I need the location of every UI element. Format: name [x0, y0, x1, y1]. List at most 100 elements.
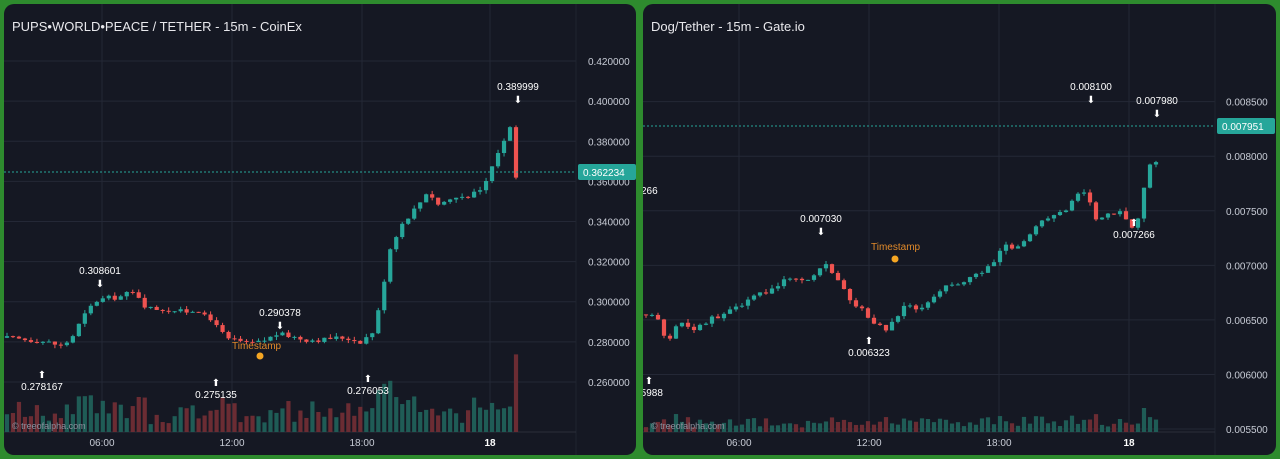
volume-bar: [226, 403, 231, 432]
candle-body: [973, 273, 979, 278]
candle-body: [316, 340, 321, 342]
candle-body: [501, 140, 507, 154]
volume-bar: [733, 425, 739, 432]
candle-body: [829, 264, 835, 273]
candle-body: [841, 280, 847, 290]
candle-body: [10, 336, 16, 338]
candle-body: [1057, 212, 1063, 216]
candle-body: [346, 338, 351, 341]
candle-body: [334, 336, 339, 339]
candle-body: [178, 309, 183, 312]
x-tick-label: 18: [484, 438, 496, 449]
volume-bar: [166, 423, 171, 432]
candle-body: [52, 341, 57, 345]
candle-body: [58, 344, 63, 346]
candle-body: [352, 340, 357, 342]
volume-bar: [1069, 415, 1075, 432]
volume-bar: [709, 421, 715, 432]
candle-body: [877, 323, 883, 325]
current-price-label: 0.007951: [1222, 122, 1264, 133]
timestamp-marker: [891, 255, 899, 263]
volume-bar: [841, 419, 847, 432]
volume-bar: [130, 406, 135, 432]
volume-bar: [805, 420, 811, 432]
candle-body: [745, 299, 751, 306]
candle-body: [703, 323, 709, 325]
volume-bar: [118, 404, 123, 432]
candle-body: [1093, 202, 1099, 220]
price-annotation: 0.007980: [1136, 96, 1178, 107]
candle-body: [691, 326, 697, 331]
volume-bar: [859, 424, 865, 432]
volume-bar: [244, 416, 249, 432]
volume-bar: [853, 424, 859, 432]
candle-body: [967, 277, 973, 283]
candle-body: [727, 309, 733, 314]
volume-bar: [925, 419, 931, 432]
candle-body: [406, 218, 411, 224]
candle-body: [1147, 164, 1153, 188]
volume-bar: [769, 425, 775, 432]
candle-body: [955, 284, 961, 286]
watermark-pups: © treeofalpha.com: [12, 421, 86, 431]
volume-bar: [250, 415, 255, 432]
volume-bar: [679, 421, 685, 432]
volume-bar: [655, 421, 661, 432]
y-tick-label: 0.007000: [1226, 261, 1268, 272]
volume-bar: [967, 422, 973, 432]
volume-bar: [1051, 421, 1057, 432]
candle-body: [136, 292, 141, 298]
candle-body: [370, 333, 375, 338]
volume-bar: [1123, 422, 1129, 432]
volume-bar: [1063, 420, 1069, 432]
candle-body: [154, 306, 159, 310]
volume-bar: [829, 417, 835, 432]
volume-bar: [847, 422, 853, 432]
volume-bar: [1081, 419, 1087, 432]
y-tick-label: 0.006500: [1226, 316, 1268, 327]
candle-body: [280, 332, 285, 336]
volume-bar: [94, 413, 99, 432]
candle-body: [1153, 162, 1159, 165]
volume-bar: [52, 413, 57, 432]
volume-bar: [196, 418, 201, 432]
candle-body: [715, 316, 721, 319]
arrow-down-icon: ⬇: [514, 95, 522, 106]
candle-body: [70, 336, 75, 343]
x-tick-label: 18: [1123, 438, 1135, 449]
current-price-tag: [1217, 118, 1275, 134]
candle-body: [483, 181, 489, 191]
y-tick-label: 0.280000: [588, 338, 630, 349]
candle-body: [1003, 244, 1009, 251]
volume-bar: [811, 422, 817, 432]
volume-bar: [793, 424, 799, 432]
candle-body: [937, 291, 943, 297]
volume-bar: [382, 383, 387, 432]
candle-body: [793, 278, 799, 280]
candle-body: [919, 307, 925, 310]
volume-bar: [4, 414, 10, 432]
volume-bar: [238, 422, 243, 432]
candle-body: [286, 332, 291, 338]
candle-body: [961, 282, 967, 285]
volume-bar: [919, 418, 925, 432]
volume-bar: [691, 427, 697, 432]
volume-bar: [352, 415, 357, 432]
price-annotation: 266: [643, 186, 658, 197]
volume-bar: [178, 407, 183, 432]
volume-bar: [388, 380, 393, 432]
candle-body: [226, 331, 231, 339]
price-annotation: 05988: [643, 388, 663, 399]
volume-bar: [340, 412, 345, 432]
volume-bar: [1111, 423, 1117, 432]
x-tick-label: 06:00: [726, 438, 751, 449]
candle-body: [202, 312, 207, 315]
volume-bar: [274, 412, 279, 432]
x-tick-label: 12:00: [219, 438, 244, 449]
y-tick-label: 0.007500: [1226, 207, 1268, 218]
x-tick-label: 18:00: [349, 438, 374, 449]
candle-body: [673, 326, 679, 339]
candle-body: [709, 316, 715, 324]
volume-bar: [28, 416, 34, 432]
arrow-down-icon: ⬇: [96, 279, 104, 290]
